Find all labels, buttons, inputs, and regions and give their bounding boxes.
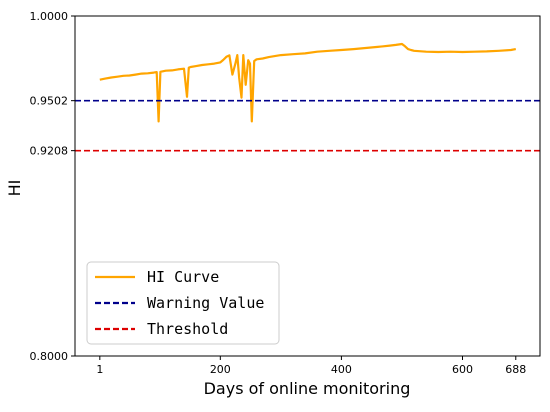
series-hi-curve-line bbox=[99, 42, 516, 123]
x-tick-label: 400 bbox=[331, 363, 352, 376]
legend-label: Threshold bbox=[147, 320, 228, 338]
x-tick-label: 200 bbox=[210, 363, 231, 376]
plot-frame bbox=[74, 15, 541, 357]
plot-area bbox=[75, 42, 540, 152]
x-tick-label: 600 bbox=[452, 363, 473, 376]
y-axis-label: HI bbox=[5, 180, 24, 197]
y-tick-label: 0.8000 bbox=[30, 350, 69, 363]
y-tick-label: 0.9208 bbox=[30, 145, 69, 158]
legend: HI Curve Warning Value Threshold bbox=[86, 261, 280, 345]
y-tick-label: 1.0000 bbox=[30, 10, 69, 23]
legend-box bbox=[86, 261, 280, 345]
axes: 1 200 400 600 688 0.8000 0.9208 0.9502 1.0000 bbox=[30, 10, 541, 376]
legend-label: HI Curve bbox=[147, 268, 219, 286]
x-axis-label: Days of online monitoring bbox=[204, 379, 411, 398]
x-tick-label: 688 bbox=[505, 363, 526, 376]
y-tick-label: 0.9502 bbox=[30, 95, 69, 108]
legend-label: Warning Value bbox=[147, 294, 264, 312]
x-tick-label: 1 bbox=[96, 363, 103, 376]
